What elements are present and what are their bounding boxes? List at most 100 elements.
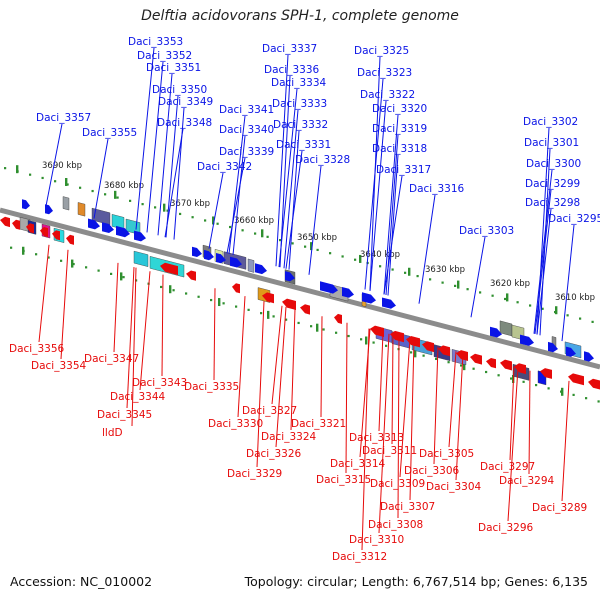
reverse-gene-arrow xyxy=(12,219,20,230)
forward-gene-label: Daci_3348 xyxy=(157,117,212,129)
minor-tick xyxy=(441,281,444,284)
reverse-gene-label: Daci_3335 xyxy=(184,381,239,393)
minor-tick xyxy=(585,397,588,400)
leader-line xyxy=(507,367,519,522)
minor-tick xyxy=(322,328,325,331)
minor-tick xyxy=(229,225,232,229)
reverse-gene-label: Daci_3289 xyxy=(532,502,587,514)
minor-tick xyxy=(297,321,300,325)
reverse-gene-label: Daci_3313 xyxy=(349,432,404,444)
reverse-gene-label: Daci_3324 xyxy=(261,431,317,443)
major-tick xyxy=(555,306,558,315)
major-tick xyxy=(212,216,215,225)
kbp-scale-label: 3670 kbp xyxy=(170,199,210,209)
minor-tick xyxy=(341,255,344,258)
major-tick xyxy=(310,242,313,251)
minor-tick xyxy=(60,259,63,262)
reverse-gene-arrow xyxy=(406,336,420,348)
minor-tick xyxy=(185,292,188,295)
feature-block xyxy=(247,258,255,273)
leader-line xyxy=(528,370,531,475)
forward-gene-label: Daci_3303 xyxy=(459,225,514,237)
reverse-gene-label: Daci_3314 xyxy=(330,458,386,470)
reverse-gene-label: Daci_3296 xyxy=(478,522,534,534)
minor-tick xyxy=(79,186,82,189)
minor-tick xyxy=(591,320,594,323)
minor-tick xyxy=(597,400,600,403)
minor-tick xyxy=(354,258,357,261)
leader-line xyxy=(383,114,399,295)
minor-tick xyxy=(85,266,88,269)
minor-tick xyxy=(97,269,100,272)
minor-tick xyxy=(329,252,332,255)
forward-gene-arrow xyxy=(134,230,146,242)
leader-line xyxy=(157,73,173,236)
minor-tick xyxy=(172,289,175,292)
forward-gene-labels: Daci_3353Daci_3352Daci_3351Daci_3350Daci… xyxy=(36,36,600,237)
minor-tick xyxy=(235,305,238,308)
feature-block xyxy=(77,202,86,217)
forward-gene-arrow xyxy=(102,222,114,233)
reverse-gene-label: Daci_3326 xyxy=(246,448,302,460)
leader-line xyxy=(60,249,69,360)
forward-gene-label: Daci_3317 xyxy=(376,164,431,176)
forward-gene-label: Daci_3339 xyxy=(219,146,274,158)
forward-gene-label: Daci_3353 xyxy=(128,36,183,48)
forward-gene-arrow xyxy=(285,271,295,282)
forward-gene-label: Daci_3351 xyxy=(146,62,201,74)
reverse-gene-arrow xyxy=(438,345,450,357)
minor-tick xyxy=(466,288,469,291)
leader-line xyxy=(113,262,119,353)
reverse-gene-label: Daci_3347 xyxy=(84,353,139,365)
forward-gene-arrow xyxy=(255,263,267,275)
feature-block xyxy=(62,196,70,211)
major-tick xyxy=(261,229,264,238)
reverse-gene-arrow xyxy=(514,363,526,375)
minor-tick xyxy=(391,268,394,271)
forward-gene-label: Daci_3302 xyxy=(523,116,578,128)
major-tick xyxy=(163,203,166,212)
leader-line xyxy=(232,135,246,256)
forward-gene-label: Daci_3334 xyxy=(271,77,327,89)
major-tick xyxy=(408,267,411,276)
reverse-gene-label: Daci_3305 xyxy=(419,448,474,460)
reverse-gene-label: Daci_3354 xyxy=(31,360,87,372)
kbp-scale-label: 3680 kbp xyxy=(104,181,144,191)
leader-line xyxy=(256,301,265,468)
accession-text: Accession: NC_010002 xyxy=(10,574,153,589)
reverse-gene-label: Daci_3330 xyxy=(208,418,263,430)
minor-tick xyxy=(491,294,494,297)
leader-line xyxy=(161,274,164,377)
map-title: Delftia acidovorans SPH-1, complete geno… xyxy=(141,8,459,24)
minor-tick xyxy=(160,285,163,289)
leader-line xyxy=(378,332,384,432)
leader-line xyxy=(283,109,299,269)
major-tick xyxy=(365,336,368,345)
reverse-gene-arrow xyxy=(262,292,274,304)
forward-gene-arrow xyxy=(45,204,53,215)
reverse-gene-arrow xyxy=(588,378,600,390)
minor-tick xyxy=(347,334,350,338)
kbp-scale-label: 3620 kbp xyxy=(490,279,530,289)
forward-gene-label: Daci_3341 xyxy=(219,104,274,116)
kbp-scale-label: 3690 kbp xyxy=(42,161,82,171)
leader-line xyxy=(364,78,384,290)
leader-line xyxy=(173,107,185,240)
minor-tick xyxy=(372,341,375,344)
forward-gene-label: Daci_3349 xyxy=(158,96,213,108)
leader-line xyxy=(391,334,394,445)
forward-gene-label: Daci_3352 xyxy=(137,50,192,62)
forward-gene-arrow xyxy=(342,287,354,298)
reverse-gene-label: Daci_3312 xyxy=(332,551,387,563)
topology-text: Topology: circular; Length: 6,767,514 bp… xyxy=(244,574,588,589)
reverse-gene-label: Daci_3344 xyxy=(110,391,166,403)
leader-line xyxy=(448,351,457,448)
leader-line xyxy=(561,224,575,342)
minor-tick xyxy=(260,312,263,315)
forward-gene-label: Daci_3300 xyxy=(526,158,581,170)
major-tick xyxy=(463,362,466,371)
minor-tick xyxy=(460,364,463,367)
reverse-gene-label: Daci_3306 xyxy=(404,465,460,477)
minor-tick xyxy=(54,180,57,183)
reverse-gene-label: Daci_3327 xyxy=(242,405,297,417)
